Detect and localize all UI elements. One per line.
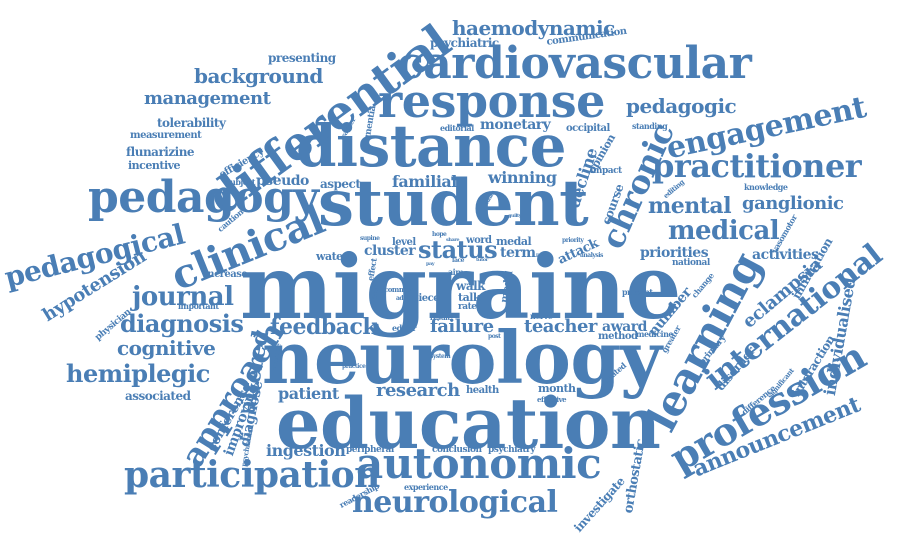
word-practice: practice: [342, 364, 365, 370]
word-term: term: [500, 246, 536, 260]
word-aim: aim: [448, 268, 463, 276]
word-result: result: [430, 314, 450, 321]
word-guilty: guilty: [508, 214, 521, 219]
word-medical: medical: [668, 218, 779, 244]
word-method: method: [598, 332, 638, 342]
word-health: health: [466, 386, 499, 396]
word-effective: effective: [537, 396, 566, 403]
word-subject: subject: [226, 178, 255, 186]
word-neurological: neurological: [352, 488, 557, 518]
word-national: national: [672, 259, 710, 268]
word-familial: familial: [392, 174, 457, 190]
word-occipital: occipital: [566, 124, 610, 134]
word-pay: pay: [426, 262, 434, 267]
word-analysis: analysis: [580, 253, 603, 259]
word-participation: participation: [124, 457, 380, 493]
word-editorial: editorial: [440, 124, 474, 132]
word-adult: adult: [396, 296, 411, 302]
word-important: important: [178, 302, 219, 310]
word-impact: impact: [590, 167, 622, 176]
word-editor: editor: [392, 324, 416, 332]
word-rate: rate: [458, 303, 476, 312]
word-monetary: monetary: [480, 118, 550, 132]
word-system: system: [430, 354, 450, 360]
word-management: management: [144, 90, 270, 108]
word-psychiatric: psychiatric: [430, 37, 499, 49]
word-priority: priority: [562, 238, 583, 244]
word-mental: mental: [648, 195, 731, 217]
word-background: background: [194, 66, 323, 86]
word-supine: supine: [360, 236, 379, 242]
word-medal: medal: [496, 236, 531, 247]
word-hope: hope: [432, 232, 446, 238]
word-standing: standing: [632, 122, 667, 130]
word-present: present: [622, 288, 653, 296]
word-tutor: tutor: [476, 258, 488, 263]
word-peripheral: peripheral: [346, 446, 394, 455]
word-ganglionic: ganglionic: [742, 195, 844, 213]
word-psychiatry: psychiatry: [488, 446, 535, 455]
word-aspect: aspect: [320, 178, 360, 190]
word-share: share: [446, 238, 459, 243]
word-associated: associated: [125, 390, 191, 402]
word-winning: winning: [488, 170, 557, 186]
word-feedback: feedback: [270, 316, 377, 338]
word-water: water: [316, 251, 348, 262]
word-patient: patient: [278, 386, 339, 402]
word-research: research: [376, 382, 460, 400]
word-cognitive: cognitive: [117, 338, 215, 358]
word-ingestion: ingestion: [266, 443, 345, 459]
word-common: common: [384, 286, 415, 293]
word-conclusion: conclusion: [432, 446, 482, 455]
word-presenting: presenting: [268, 52, 336, 64]
word-pseudo: pseudo: [256, 174, 309, 188]
word-flunarizine: flunarizine: [126, 146, 194, 158]
word-measurement: measurement: [130, 131, 201, 141]
word-incentive: incentive: [128, 160, 180, 171]
word-knowledge: knowledge: [744, 183, 788, 191]
word-month: month: [538, 383, 576, 394]
word-nerve: nerve: [530, 312, 552, 320]
word-face: face: [452, 258, 464, 264]
word-tolerability: tolerability: [157, 117, 225, 129]
word-word: word: [466, 236, 492, 246]
word-increase: increase: [204, 270, 247, 280]
word-diagnosis: diagnosis: [120, 312, 243, 336]
word-experience: experience: [404, 483, 448, 491]
word-policy: policy: [536, 253, 550, 258]
word-level: level: [392, 238, 416, 248]
word-hemiplegic: hemiplegic: [66, 362, 210, 386]
word-post: post: [488, 334, 500, 340]
word-piece: piece: [412, 294, 439, 304]
word-pedagogic: pedagogic: [626, 96, 736, 116]
